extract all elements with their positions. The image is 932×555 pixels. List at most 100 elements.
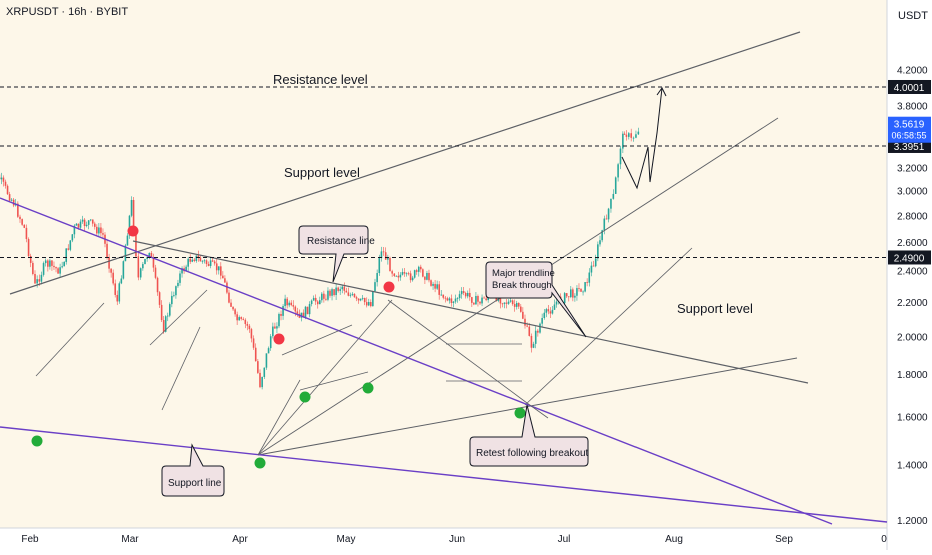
candle-body bbox=[588, 273, 590, 283]
candle-body bbox=[9, 194, 11, 201]
y-tick-label: 2.2000 bbox=[897, 298, 928, 309]
candle-body bbox=[424, 277, 426, 280]
candle-body bbox=[313, 298, 315, 301]
plot-area bbox=[0, 0, 887, 528]
candle-body bbox=[410, 273, 412, 280]
candle-body bbox=[341, 287, 343, 290]
candle-body bbox=[374, 282, 376, 291]
candle-body bbox=[317, 301, 319, 304]
support-level-lower-annotation: Support level bbox=[677, 301, 753, 316]
candle-body bbox=[187, 259, 189, 267]
candle-body bbox=[502, 303, 504, 304]
candle-body bbox=[138, 256, 140, 277]
candle-body bbox=[286, 299, 288, 306]
candle-body bbox=[238, 317, 240, 320]
candle-body bbox=[55, 267, 57, 268]
candle-body bbox=[396, 276, 398, 277]
candle-body bbox=[321, 294, 323, 301]
support-level-upper-annotation: Support level bbox=[284, 165, 360, 180]
candle-body bbox=[574, 296, 576, 298]
candle-body bbox=[389, 258, 391, 271]
y-tick-label: 4.2000 bbox=[897, 65, 928, 76]
candle-body bbox=[249, 326, 251, 329]
y-tick-label: 3.0000 bbox=[897, 186, 928, 197]
candle-body bbox=[57, 268, 59, 273]
candle-body bbox=[617, 164, 619, 177]
candle-body bbox=[204, 260, 206, 261]
x-tick-label: May bbox=[337, 534, 356, 545]
candle-body bbox=[364, 298, 366, 302]
candle-body bbox=[38, 279, 40, 281]
candle-body bbox=[228, 293, 230, 303]
candle-body bbox=[59, 267, 61, 273]
candle-body bbox=[163, 320, 165, 332]
candle-body bbox=[400, 275, 402, 278]
candle-body bbox=[461, 291, 463, 294]
x-tick-label: Mar bbox=[121, 534, 139, 545]
candle-body bbox=[23, 225, 25, 228]
ticker-title: XRPUSDT · 16h · BYBIT bbox=[6, 6, 128, 18]
candle-body bbox=[78, 224, 80, 228]
candle-body bbox=[539, 324, 541, 333]
candle-body bbox=[624, 134, 626, 135]
last-price-text: 3.5619 bbox=[894, 120, 925, 131]
candle-body bbox=[457, 298, 459, 299]
candle-body bbox=[63, 262, 65, 266]
candle-body bbox=[595, 258, 597, 266]
candle-body bbox=[247, 324, 249, 326]
candle-body bbox=[354, 294, 356, 297]
candle-body bbox=[253, 338, 255, 347]
level-price-tag-text: 4.0001 bbox=[894, 83, 925, 94]
candle-body bbox=[626, 135, 628, 137]
candle-body bbox=[7, 186, 9, 194]
candle-body bbox=[84, 220, 86, 226]
candle-body bbox=[72, 234, 74, 240]
candle-body bbox=[528, 327, 530, 336]
candle-body bbox=[218, 266, 220, 270]
y-tick-label: 2.6000 bbox=[897, 238, 928, 249]
candle-body bbox=[127, 236, 129, 246]
candle-body bbox=[628, 133, 630, 137]
candle-body bbox=[512, 300, 514, 304]
candle-body bbox=[5, 182, 7, 186]
major-trendline-callout-text-2: Break through bbox=[492, 280, 552, 291]
candle-body bbox=[387, 258, 389, 260]
candle-body bbox=[426, 273, 428, 280]
candle-body bbox=[613, 194, 615, 199]
candle-body bbox=[36, 279, 38, 283]
candle-body bbox=[436, 284, 438, 288]
candle-body bbox=[177, 283, 179, 286]
candle-body bbox=[21, 219, 23, 225]
candle-body bbox=[543, 313, 545, 318]
candle-body bbox=[255, 348, 257, 361]
y-tick-label: 1.6000 bbox=[897, 413, 928, 424]
candle-body bbox=[568, 296, 570, 297]
candle-body bbox=[362, 298, 364, 299]
candle-body bbox=[610, 199, 612, 209]
candle-body bbox=[376, 273, 378, 282]
candle-body bbox=[171, 296, 173, 304]
candle-body bbox=[548, 309, 550, 311]
candle-body bbox=[552, 310, 554, 314]
candle-body bbox=[45, 260, 47, 263]
candle-body bbox=[242, 319, 244, 320]
candle-body bbox=[459, 294, 461, 298]
candle-body bbox=[224, 278, 226, 282]
candle-body bbox=[90, 219, 92, 220]
candle-body bbox=[465, 293, 467, 296]
candle-body bbox=[11, 200, 13, 201]
candle-body bbox=[173, 295, 175, 296]
candle-body bbox=[179, 273, 181, 282]
candle-body bbox=[49, 260, 51, 266]
candle-body bbox=[309, 304, 311, 314]
candle-body bbox=[323, 294, 325, 299]
candle-body bbox=[481, 298, 483, 304]
candle-body bbox=[307, 307, 309, 314]
candle-body bbox=[408, 273, 410, 274]
candle-body bbox=[339, 289, 341, 291]
candle-body bbox=[537, 331, 539, 333]
candle-body bbox=[578, 288, 580, 289]
candle-body bbox=[167, 316, 169, 317]
candle-body bbox=[169, 304, 171, 315]
